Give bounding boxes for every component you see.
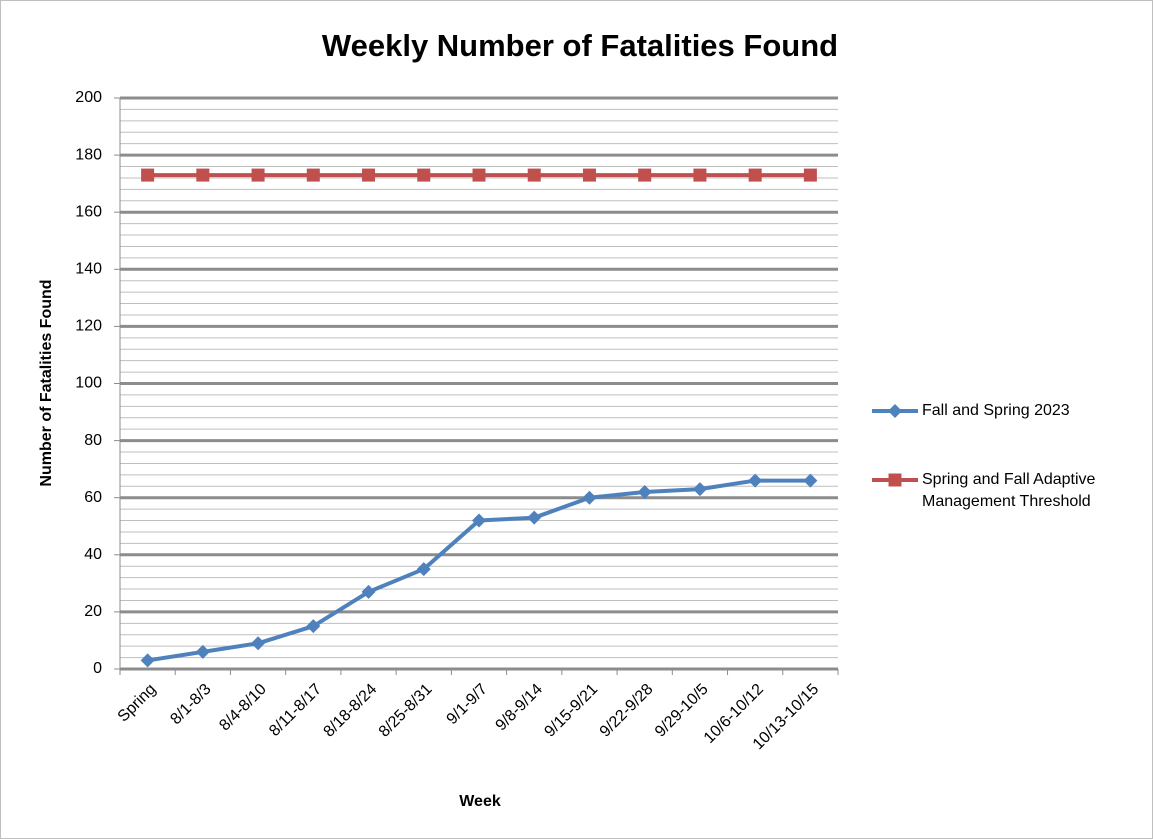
point xyxy=(692,482,707,497)
point xyxy=(251,168,265,182)
point xyxy=(582,168,596,182)
point xyxy=(527,168,541,182)
point xyxy=(416,562,431,577)
y-axis-label: Number of Fatalities Found xyxy=(38,279,55,486)
point xyxy=(306,168,320,182)
y-tick-label: 40 xyxy=(84,546,102,563)
y-tick-label: 60 xyxy=(84,489,102,506)
point xyxy=(888,404,902,418)
point xyxy=(888,473,902,487)
point xyxy=(361,584,376,599)
point xyxy=(306,619,321,634)
legend-label: Spring and Fall Adaptive Management Thre… xyxy=(922,471,1096,510)
point xyxy=(527,510,542,525)
point xyxy=(693,168,707,182)
point xyxy=(748,473,763,488)
x-axis-label: Week xyxy=(459,793,501,810)
point xyxy=(417,168,431,182)
point xyxy=(140,653,155,668)
legend-label: Fall and Spring 2023 xyxy=(922,402,1070,419)
point xyxy=(472,513,486,528)
y-tick-label: 200 xyxy=(75,89,102,106)
point xyxy=(362,168,376,182)
y-tick-label: 80 xyxy=(84,432,102,449)
point xyxy=(251,636,266,651)
point xyxy=(748,168,762,182)
chart-title: Weekly Number of Fatalities Found xyxy=(322,28,838,63)
point xyxy=(582,490,597,505)
point xyxy=(638,168,652,182)
y-tick-label: 140 xyxy=(75,261,102,278)
point xyxy=(195,644,210,659)
y-tick-label: 20 xyxy=(84,603,102,620)
y-tick-label: 180 xyxy=(75,146,102,163)
y-tick-label: 120 xyxy=(75,318,102,335)
point xyxy=(141,168,155,182)
y-tick-label: 160 xyxy=(75,203,102,220)
y-tick-label: 0 xyxy=(93,660,102,677)
point xyxy=(803,168,817,182)
point xyxy=(196,168,210,182)
y-tick-label: 100 xyxy=(75,375,102,392)
point xyxy=(637,484,652,499)
point xyxy=(472,168,486,182)
point xyxy=(803,473,818,488)
